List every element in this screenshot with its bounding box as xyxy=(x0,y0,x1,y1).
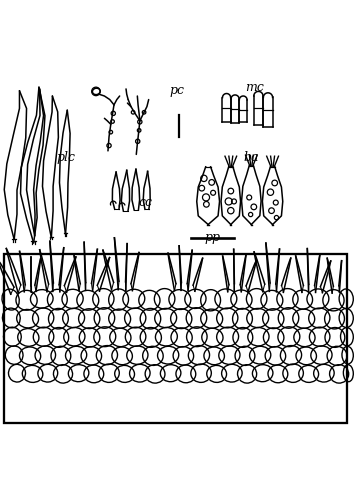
Text: pc: pc xyxy=(170,84,184,97)
Text: mc: mc xyxy=(245,80,264,94)
Text: cc: cc xyxy=(138,196,152,208)
Text: pp: pp xyxy=(204,231,221,244)
Text: plc: plc xyxy=(56,152,75,164)
Text: ba: ba xyxy=(244,152,259,164)
